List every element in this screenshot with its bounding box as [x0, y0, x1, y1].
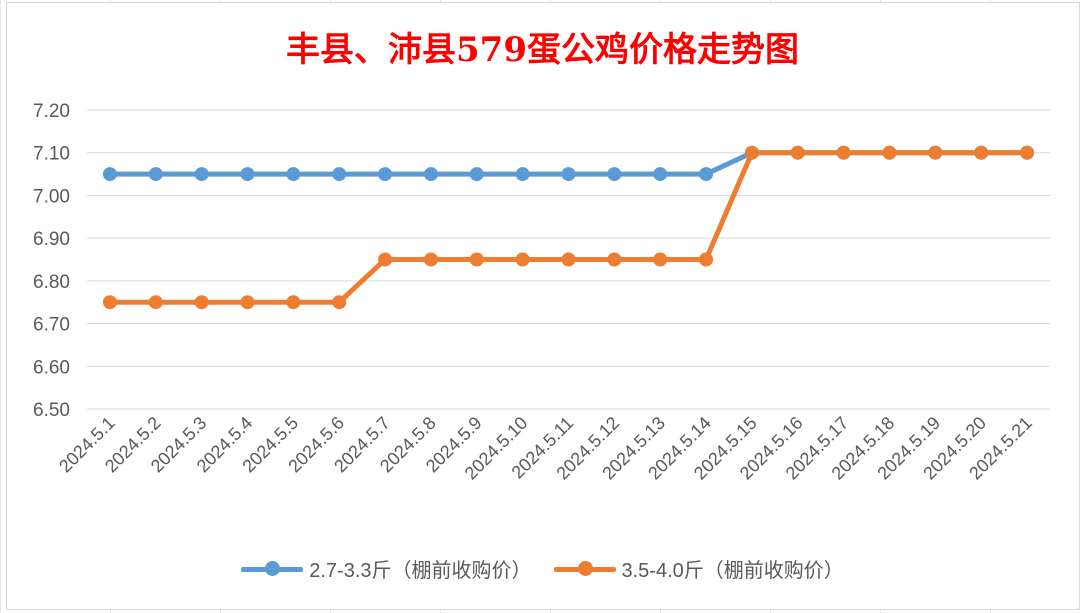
data-point-series-2	[836, 145, 851, 160]
data-point-series-2	[469, 252, 484, 267]
data-point-series-1	[102, 167, 117, 182]
y-tick-label: 7.10	[33, 144, 70, 165]
data-point-series-2	[286, 295, 301, 310]
data-point-series-2	[653, 252, 668, 267]
data-point-series-1	[423, 167, 438, 182]
data-point-series-1	[148, 167, 163, 182]
data-point-series-1	[378, 167, 393, 182]
data-point-series-2	[607, 252, 622, 267]
data-point-series-2	[882, 145, 897, 160]
data-point-series-2	[332, 295, 347, 310]
chart-area[interactable]	[6, 2, 1080, 610]
data-point-series-2	[974, 145, 989, 160]
y-tick-label: 6.50	[33, 400, 70, 421]
data-point-series-2	[423, 252, 438, 267]
data-point-series-1	[607, 167, 622, 182]
y-tick-label: 6.90	[33, 229, 70, 250]
data-point-series-2	[102, 295, 117, 310]
data-point-series-2	[744, 145, 759, 160]
y-tick-label: 6.70	[33, 315, 70, 336]
data-point-series-2	[148, 295, 163, 310]
y-tick-label: 6.80	[33, 272, 70, 293]
data-point-series-1	[286, 167, 301, 182]
legend-swatch-series-2	[553, 556, 616, 582]
data-point-series-1	[469, 167, 484, 182]
data-point-series-1	[561, 167, 576, 182]
legend-item-series-1[interactable]: 2.7-3.3斤（棚前收购价）	[241, 554, 532, 583]
data-point-series-1	[699, 167, 714, 182]
legend-label-series-1: 2.7-3.3斤（棚前收购价）	[309, 560, 532, 582]
data-point-series-2	[928, 145, 943, 160]
legend: 2.7-3.3斤（棚前收购价） 3.5-4.0斤（棚前收购价）	[0, 554, 1085, 583]
y-tick-label: 7.00	[33, 186, 70, 207]
data-point-series-1	[240, 167, 255, 182]
data-point-series-2	[378, 252, 393, 267]
data-point-series-1	[332, 167, 347, 182]
data-point-series-1	[653, 167, 668, 182]
y-tick-label: 7.20	[33, 101, 70, 122]
data-point-series-1	[194, 167, 209, 182]
data-point-series-2	[790, 145, 805, 160]
data-point-series-1	[515, 167, 530, 182]
legend-item-series-2[interactable]: 3.5-4.0斤（棚前收购价）	[553, 554, 844, 583]
y-tick-label: 6.60	[33, 357, 70, 378]
data-point-series-2	[515, 252, 530, 267]
data-point-series-2	[699, 252, 714, 267]
data-point-series-2	[194, 295, 209, 310]
legend-label-series-2: 3.5-4.0斤（棚前收购价）	[621, 560, 844, 582]
chart-title: 丰县、沛县579蛋公鸡价格走势图	[286, 30, 799, 70]
data-point-series-2	[561, 252, 576, 267]
legend-swatch-series-1	[241, 556, 304, 582]
data-point-series-2	[240, 295, 255, 310]
data-point-series-2	[1020, 145, 1035, 160]
